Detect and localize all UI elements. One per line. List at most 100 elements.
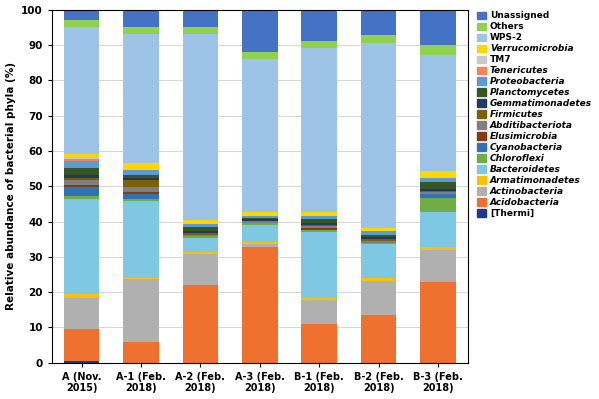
Bar — [183, 236, 218, 238]
Bar — [361, 239, 397, 241]
Bar — [123, 180, 159, 187]
Bar — [63, 187, 99, 196]
Bar — [361, 36, 397, 43]
Bar — [420, 192, 456, 194]
Bar — [242, 244, 277, 247]
Bar — [420, 189, 456, 191]
Bar — [123, 279, 159, 342]
Bar — [63, 196, 99, 200]
Bar — [63, 175, 99, 178]
Bar — [242, 219, 277, 221]
Bar — [242, 218, 277, 219]
Bar — [361, 43, 397, 228]
Bar — [301, 324, 337, 363]
Bar — [183, 224, 218, 227]
Bar — [420, 194, 456, 198]
Bar — [420, 247, 456, 250]
Bar — [301, 300, 337, 324]
Bar — [63, 20, 99, 27]
Bar — [242, 59, 277, 212]
Bar — [123, 27, 159, 34]
Bar — [242, 51, 277, 59]
Bar — [63, 200, 99, 294]
Bar — [63, 361, 99, 363]
Bar — [361, 245, 397, 278]
Bar — [63, 168, 99, 175]
Bar — [301, 216, 337, 219]
Bar — [361, 228, 397, 231]
Bar — [123, 175, 159, 178]
Bar — [361, 235, 397, 237]
Bar — [63, 154, 99, 157]
Bar — [63, 27, 99, 154]
Bar — [63, 10, 99, 20]
Bar — [63, 161, 99, 168]
Y-axis label: Relative abundance of bacterial phyla (%): Relative abundance of bacterial phyla (%… — [5, 62, 16, 310]
Bar — [63, 178, 99, 180]
Bar — [123, 278, 159, 279]
Bar — [301, 226, 337, 228]
Bar — [183, 34, 218, 221]
Bar — [183, 233, 218, 235]
Bar — [183, 238, 218, 252]
Bar — [361, 243, 397, 245]
Bar — [361, 281, 397, 315]
Bar — [420, 55, 456, 171]
Bar — [420, 182, 456, 189]
Bar — [242, 216, 277, 218]
Bar — [301, 230, 337, 232]
Bar — [183, 254, 218, 286]
Bar — [123, 194, 159, 199]
Bar — [242, 223, 277, 225]
Bar — [361, 315, 397, 363]
Bar — [420, 250, 456, 282]
Bar — [123, 34, 159, 163]
Bar — [123, 187, 159, 192]
Bar — [361, 278, 397, 281]
Bar — [301, 219, 337, 223]
Bar — [63, 330, 99, 361]
Bar — [420, 282, 456, 363]
Bar — [183, 10, 218, 27]
Bar — [123, 178, 159, 180]
Bar — [242, 247, 277, 363]
Bar — [361, 231, 397, 235]
Bar — [123, 163, 159, 170]
Bar — [301, 41, 337, 48]
Bar — [420, 212, 456, 247]
Bar — [420, 198, 456, 212]
Bar — [301, 223, 337, 225]
Bar — [63, 157, 99, 159]
Bar — [123, 201, 159, 278]
Bar — [63, 159, 99, 161]
Bar — [123, 192, 159, 194]
Bar — [301, 225, 337, 226]
Bar — [63, 298, 99, 330]
Bar — [242, 225, 277, 242]
Bar — [301, 298, 337, 300]
Legend: Unassigned, Others, WPS-2, Verrucomicrobia, TM7, Tenericutes, Proteobacteria, Pl: Unassigned, Others, WPS-2, Verrucomicrob… — [476, 10, 593, 219]
Bar — [123, 10, 159, 27]
Bar — [63, 185, 99, 187]
Bar — [420, 191, 456, 192]
Bar — [63, 180, 99, 185]
Bar — [242, 212, 277, 216]
Bar — [301, 10, 337, 41]
Bar — [361, 241, 397, 243]
Bar — [242, 221, 277, 223]
Bar — [183, 231, 218, 233]
Bar — [361, 237, 397, 239]
Bar — [183, 227, 218, 231]
Bar — [242, 10, 277, 51]
Bar — [361, 10, 397, 36]
Bar — [123, 170, 159, 175]
Bar — [420, 45, 456, 55]
Bar — [183, 27, 218, 34]
Bar — [183, 235, 218, 236]
Bar — [242, 242, 277, 244]
Bar — [301, 48, 337, 212]
Bar — [301, 228, 337, 230]
Bar — [420, 171, 456, 178]
Bar — [301, 232, 337, 298]
Bar — [183, 221, 218, 224]
